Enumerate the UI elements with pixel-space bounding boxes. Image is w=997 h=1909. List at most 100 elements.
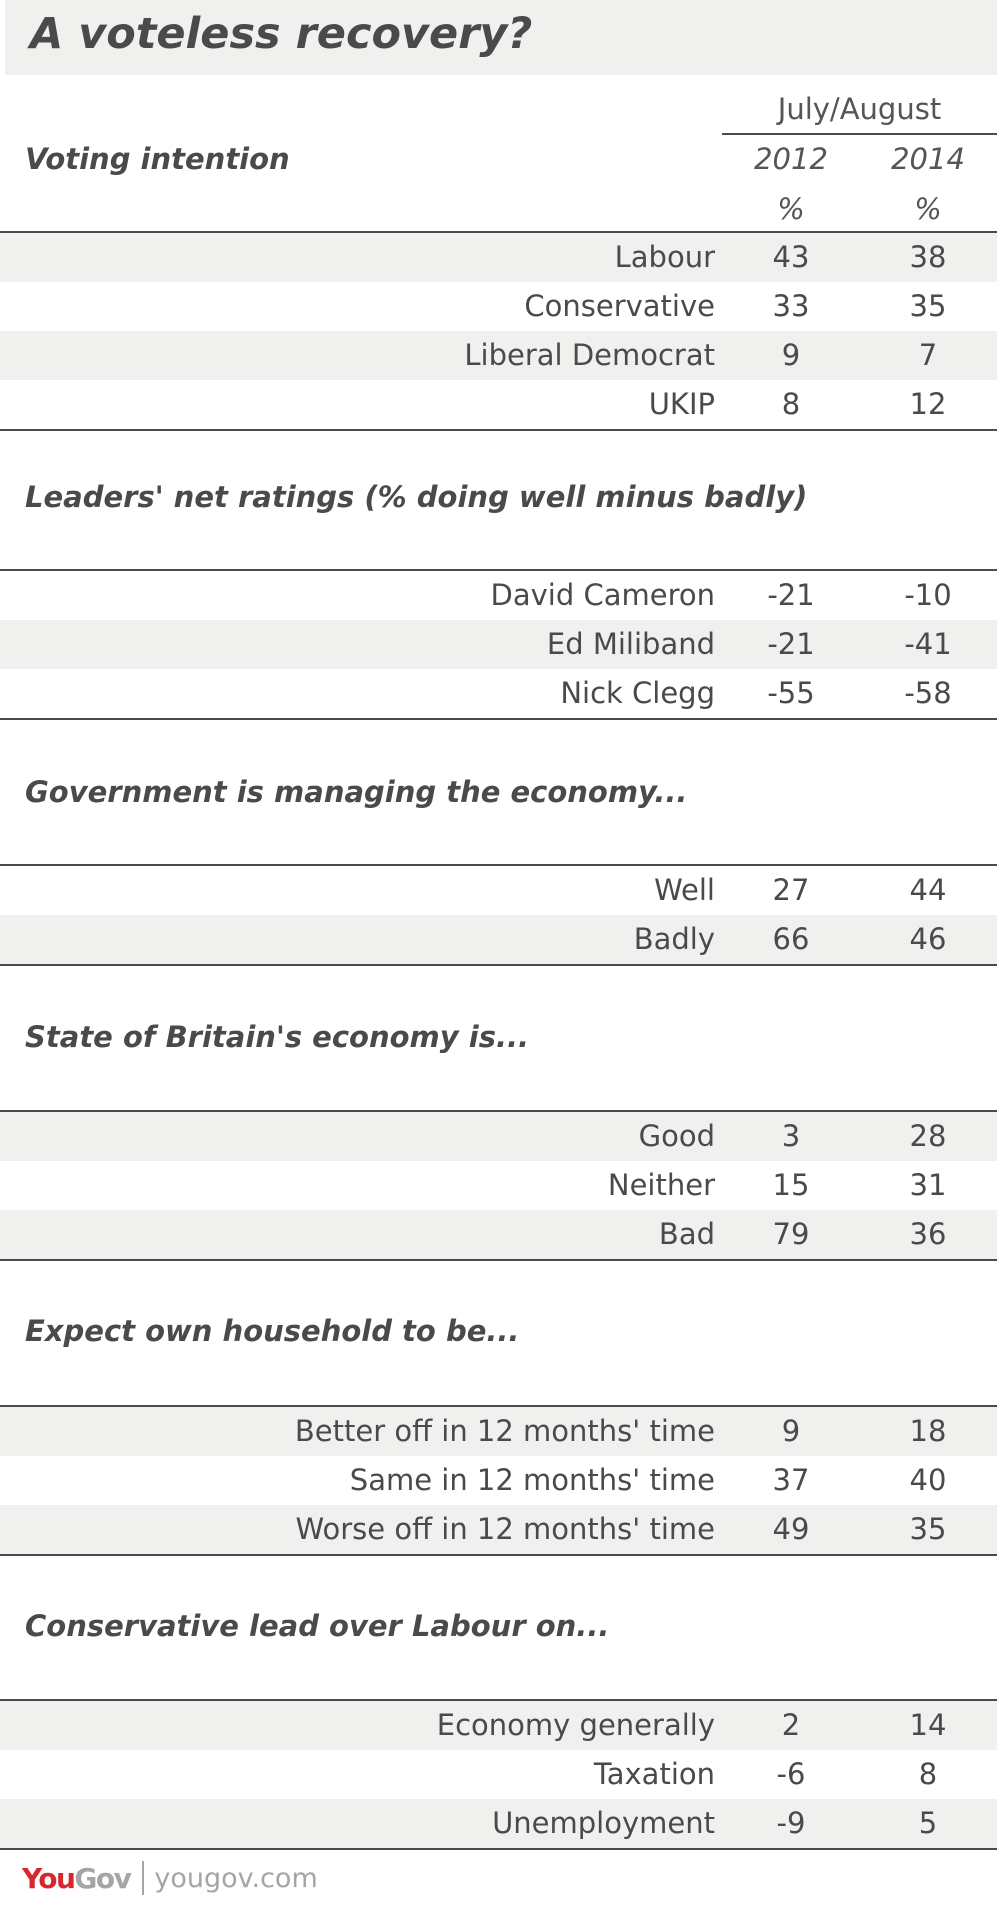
row-label: UKIP [648, 387, 715, 421]
footer: You Gov yougov.com [22, 1858, 318, 1898]
value-2012: -21 [767, 578, 815, 612]
value-2014: 46 [909, 922, 947, 956]
section-bottom-rule [0, 1848, 997, 1850]
section-top-rule [0, 231, 997, 233]
row-label: Labour [614, 240, 715, 274]
table-row: Liberal Democrat 9 7 [0, 331, 997, 380]
value-2014: 44 [909, 873, 947, 907]
row-label: Neither [607, 1168, 715, 1202]
value-2014: -58 [904, 676, 952, 710]
section-bottom-rule [0, 964, 997, 966]
value-2012: -55 [767, 676, 815, 710]
year-header-2012: 2012 [754, 142, 828, 176]
row-label: Worse off in 12 months' time [295, 1512, 715, 1546]
row-label: Badly [633, 922, 715, 956]
yougov-logo-gov: Gov [74, 1861, 131, 1895]
section-top-rule [0, 569, 997, 571]
row-label: Unemployment [492, 1806, 715, 1840]
row-label: Liberal Democrat [464, 338, 715, 372]
value-2014: 40 [909, 1463, 947, 1497]
row-label: Ed Miliband [546, 627, 715, 661]
value-2014: 14 [909, 1708, 947, 1742]
table-row: David Cameron -21 -10 [0, 571, 997, 620]
value-2012: 49 [772, 1512, 810, 1546]
value-2012: 3 [781, 1119, 801, 1153]
value-2014: 38 [909, 240, 947, 274]
table-row: Badly 66 46 [0, 915, 997, 964]
table-row: Neither 15 31 [0, 1161, 997, 1210]
table-row: Nick Clegg -55 -58 [0, 669, 997, 718]
value-2012: 9 [781, 338, 801, 372]
section-heading: Government is managing the economy... [25, 775, 688, 809]
row-label: Taxation [593, 1757, 715, 1791]
table-row: Labour 43 38 [0, 233, 997, 282]
table-row: Economy generally 2 14 [0, 1701, 997, 1750]
value-2012: 15 [772, 1168, 810, 1202]
section-bottom-rule [0, 429, 997, 431]
row-label: Conservative [524, 289, 715, 323]
table-row: Worse off in 12 months' time 49 35 [0, 1505, 997, 1554]
section-bottom-rule [0, 718, 997, 720]
table-row: Conservative 33 35 [0, 282, 997, 331]
value-2014: -10 [904, 578, 952, 612]
table-row: Unemployment -9 5 [0, 1799, 997, 1848]
value-2014: -41 [904, 627, 952, 661]
section-heading: Expect own household to be... [25, 1314, 520, 1348]
section-top-rule [0, 1110, 997, 1112]
value-2012: 79 [772, 1217, 810, 1251]
row-label: David Cameron [490, 578, 715, 612]
row-label: Same in 12 months' time [349, 1463, 715, 1497]
value-2014: 35 [909, 289, 947, 323]
value-2012: 8 [781, 387, 801, 421]
section-top-rule [0, 864, 997, 866]
value-2012: 43 [772, 240, 810, 274]
table-row: Ed Miliband -21 -41 [0, 620, 997, 669]
value-2014: 12 [909, 387, 947, 421]
table-row: Well 27 44 [0, 866, 997, 915]
value-2014: 5 [918, 1806, 938, 1840]
section-bottom-rule [0, 1554, 997, 1556]
section-top-rule [0, 1405, 997, 1407]
row-label: Well [654, 873, 715, 907]
value-2014: 36 [909, 1217, 947, 1251]
value-2012: 66 [772, 922, 810, 956]
table-row: Better off in 12 months' time 9 18 [0, 1407, 997, 1456]
year-header-2014: 2014 [891, 142, 965, 176]
value-2014: 7 [918, 338, 938, 372]
unit-header-2014: % [914, 192, 942, 226]
value-2014: 31 [909, 1168, 947, 1202]
footer-divider [142, 1861, 145, 1895]
value-2014: 8 [918, 1757, 938, 1791]
row-label: Nick Clegg [560, 676, 715, 710]
table-row: Bad 79 36 [0, 1210, 997, 1259]
table-row: UKIP 8 12 [0, 380, 997, 429]
value-2012: -21 [767, 627, 815, 661]
value-2012: 2 [781, 1708, 801, 1742]
value-2014: 18 [909, 1414, 947, 1448]
section-top-rule [0, 1699, 997, 1701]
period-label: July/August [777, 92, 942, 126]
section-heading: Leaders' net ratings (% doing well minus… [25, 480, 808, 514]
value-2012: 37 [772, 1463, 810, 1497]
value-2012: -6 [776, 1757, 806, 1791]
row-label: Bad [658, 1217, 715, 1251]
page-title: A voteless recovery? [30, 9, 533, 59]
period-divider [722, 133, 997, 135]
section-heading: State of Britain's economy is... [25, 1020, 530, 1054]
unit-header-2012: % [777, 192, 805, 226]
row-label: Better off in 12 months' time [294, 1414, 715, 1448]
section-bottom-rule [0, 1259, 997, 1261]
table-row: Good 3 28 [0, 1112, 997, 1161]
row-label: Good [638, 1119, 715, 1153]
title-bar: A voteless recovery? [5, 0, 997, 75]
table-row: Taxation -6 8 [0, 1750, 997, 1799]
yougov-logo-you: You [22, 1861, 76, 1895]
value-2012: -9 [776, 1806, 806, 1840]
section-heading: Conservative lead over Labour on... [25, 1609, 610, 1643]
value-2014: 28 [909, 1119, 947, 1153]
value-2014: 35 [909, 1512, 947, 1546]
value-2012: 9 [781, 1414, 801, 1448]
section-heading: Voting intention [25, 142, 290, 176]
table-row: Same in 12 months' time 37 40 [0, 1456, 997, 1505]
value-2012: 27 [772, 873, 810, 907]
